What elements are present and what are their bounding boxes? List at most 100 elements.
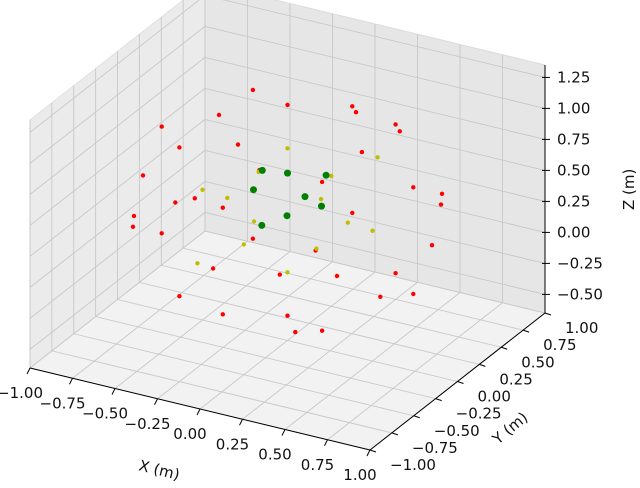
z-tick-label: 0.25 (557, 192, 590, 210)
axis-panes (28, 0, 547, 451)
grid-line-z (204, 87, 546, 171)
data-point (225, 195, 230, 201)
grid-line-y (95, 316, 436, 400)
grid-line-y (183, 247, 524, 331)
x-tick-label: −0.75 (40, 394, 86, 412)
data-point (322, 171, 330, 179)
x-tick (281, 429, 286, 436)
y-tick-label: −0.50 (434, 422, 480, 440)
data-point (285, 146, 290, 151)
grid-line-z (204, 118, 546, 202)
grid-line-z (204, 56, 546, 140)
data-point (319, 179, 325, 185)
data-point (277, 272, 282, 277)
grid-line-z (29, 26, 206, 164)
data-point (397, 129, 402, 134)
data-point (241, 242, 246, 247)
data-point (250, 186, 257, 194)
data-point (350, 210, 355, 216)
grid-line-z (29, 88, 206, 226)
grid-line-z (204, 149, 546, 233)
data-point (192, 196, 197, 201)
y-tick-label: 0.75 (543, 336, 576, 354)
y-tick-label: 0.00 (478, 388, 511, 406)
data-point (393, 122, 398, 127)
data-point (173, 200, 178, 205)
data-point (429, 243, 435, 248)
data-point (251, 219, 257, 224)
data-point (353, 110, 359, 115)
grid-line-z (29, 212, 206, 350)
data-point (220, 312, 225, 317)
z-tick-label: −0.25 (557, 254, 603, 272)
data-point (159, 124, 164, 129)
grid-line-y (73, 333, 414, 417)
x-tick (324, 439, 328, 446)
grid-line-y (51, 350, 392, 434)
data-point (301, 193, 309, 201)
data-point (329, 173, 334, 179)
scatter-points (130, 87, 445, 335)
x-axis-label: X (m) (137, 456, 182, 483)
data-point (334, 273, 340, 279)
data-point (283, 212, 291, 220)
x-tick-label: 0.50 (258, 446, 291, 464)
data-point (319, 328, 325, 333)
grid-line-z (204, 180, 546, 264)
grid-line-z (29, 57, 206, 195)
data-point (195, 261, 200, 266)
data-point (258, 166, 266, 174)
grid-line-y (139, 281, 480, 365)
y-tick (391, 432, 399, 436)
data-point (318, 196, 324, 202)
data-point (177, 294, 182, 299)
x-tick (239, 419, 243, 426)
data-point (378, 294, 383, 299)
data-point (285, 313, 290, 318)
y-tick-label: −0.25 (456, 405, 502, 423)
data-point (131, 213, 137, 219)
data-point (359, 149, 365, 155)
grid-line-z (29, 0, 200, 133)
data-point (210, 266, 216, 271)
data-point (411, 185, 416, 190)
x-tick (154, 398, 158, 405)
y-tick (435, 398, 442, 402)
data-point (258, 221, 266, 229)
z-tick-label: 0.00 (557, 223, 590, 241)
x-tick-label: 0.25 (216, 435, 249, 453)
data-point (159, 231, 164, 236)
data-point (250, 236, 256, 241)
y-tick (369, 449, 377, 453)
x-tick (366, 449, 371, 457)
x-tick-label: −0.50 (82, 405, 128, 423)
x-tick-label: 1.00 (343, 466, 376, 484)
x-tick-label: −0.25 (125, 415, 171, 433)
data-point (350, 104, 355, 109)
grid-line-z (29, 119, 206, 257)
grid-line-y (204, 230, 546, 314)
data-point (293, 329, 298, 335)
data-point (439, 191, 445, 196)
data-point (216, 112, 222, 118)
data-point (177, 145, 182, 150)
axis-lines (26, 65, 552, 457)
data-point (370, 228, 375, 233)
data-point (285, 270, 290, 275)
y-tick-label: 0.25 (499, 370, 532, 388)
y-tick-label: −1.00 (390, 456, 436, 474)
z-tick-label: 1.00 (557, 99, 590, 117)
x-tick (111, 388, 116, 395)
x-tick-label: 0.75 (301, 456, 334, 474)
y-tick (501, 346, 508, 350)
z-tick-label: 0.75 (557, 130, 590, 148)
z-tick-label: 1.25 (557, 68, 590, 86)
data-point (314, 246, 319, 251)
x-tick (196, 408, 201, 416)
y-tick-label: −0.75 (412, 439, 458, 457)
grid-line-z (204, 25, 546, 109)
grid-lines (29, 0, 546, 451)
grid-line-z (29, 150, 206, 288)
